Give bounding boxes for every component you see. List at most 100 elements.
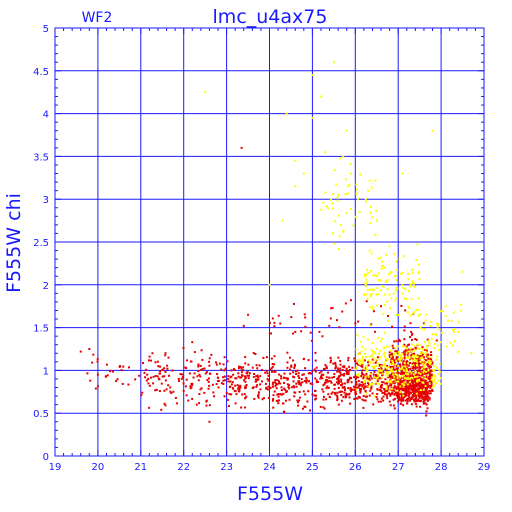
red-point <box>283 382 286 385</box>
yellow-point <box>457 350 460 353</box>
red-point <box>347 380 350 383</box>
yellow-point <box>381 337 384 340</box>
yellow-point <box>389 363 392 366</box>
red-point <box>339 371 342 374</box>
yellow-point <box>403 297 406 300</box>
red-point <box>430 358 433 361</box>
red-point <box>403 357 406 360</box>
red-point <box>318 330 321 333</box>
yellow-point <box>439 341 442 344</box>
yellow-point <box>420 357 423 360</box>
yellow-point <box>374 274 377 277</box>
red-point <box>426 395 429 398</box>
yellow-point <box>416 363 419 366</box>
yellow-point <box>360 350 363 353</box>
yellow-point <box>425 347 428 350</box>
yellow-point <box>419 360 422 363</box>
yellow-point <box>395 313 398 316</box>
red-point <box>294 370 297 373</box>
red-point <box>385 382 388 385</box>
red-point <box>344 302 347 305</box>
red-point <box>317 381 320 384</box>
red-point <box>399 392 402 395</box>
red-point <box>328 376 331 379</box>
red-point <box>414 402 417 405</box>
yellow-point <box>405 369 408 372</box>
red-point <box>174 396 177 399</box>
red-point <box>341 382 344 385</box>
red-point <box>422 384 425 387</box>
red-point <box>324 379 327 382</box>
yellow-point <box>386 300 389 303</box>
yellow-point <box>385 373 388 376</box>
red-point <box>421 353 424 356</box>
red-point <box>345 371 348 374</box>
yellow-point <box>408 290 411 293</box>
red-point <box>339 390 342 393</box>
red-point <box>416 366 419 369</box>
red-point <box>413 393 416 396</box>
red-point <box>385 369 388 372</box>
yellow-point <box>377 373 380 376</box>
red-point <box>415 382 418 385</box>
yellow-point <box>441 310 444 313</box>
red-point <box>394 376 397 379</box>
yellow-point <box>370 349 373 352</box>
red-point <box>149 359 152 362</box>
red-point <box>199 375 202 378</box>
red-point <box>273 363 276 366</box>
red-point <box>292 380 295 383</box>
red-point <box>364 399 367 402</box>
red-point <box>301 381 304 384</box>
yellow-point <box>417 263 420 266</box>
red-point <box>302 358 305 361</box>
red-point <box>371 358 374 361</box>
red-point <box>428 358 431 361</box>
yellow-point <box>355 188 358 191</box>
red-point <box>215 383 218 386</box>
yellow-point <box>375 209 378 212</box>
red-point <box>337 386 340 389</box>
red-point <box>403 329 406 332</box>
red-point <box>419 386 422 389</box>
red-point <box>296 399 299 402</box>
red-point <box>375 396 378 399</box>
red-point <box>388 400 391 403</box>
red-point <box>298 376 301 379</box>
red-point <box>428 375 431 378</box>
x-tick-label: 21 <box>134 462 147 473</box>
red-point <box>226 360 229 363</box>
yellow-point <box>430 356 433 359</box>
yellow-point <box>378 358 381 361</box>
red-point <box>304 405 307 408</box>
red-point <box>225 392 228 395</box>
yellow-point <box>409 283 412 286</box>
red-point <box>211 383 214 386</box>
red-point <box>418 399 421 402</box>
red-point <box>322 373 325 376</box>
yellow-point <box>421 362 424 365</box>
yellow-point <box>449 341 452 344</box>
red-point <box>179 373 182 376</box>
yellow-point <box>378 352 381 355</box>
yellow-point <box>431 386 434 389</box>
yellow-point <box>416 356 419 359</box>
yellow-point <box>416 379 419 382</box>
red-point <box>397 384 400 387</box>
red-point <box>426 385 429 388</box>
red-point <box>182 382 185 385</box>
yellow-point <box>320 208 323 211</box>
yellow-point <box>435 322 438 325</box>
yellow-point <box>371 350 374 353</box>
red-point <box>127 366 130 369</box>
red-point <box>266 377 269 380</box>
red-point <box>185 394 188 397</box>
red-point <box>395 388 398 391</box>
red-point-series <box>79 146 438 423</box>
red-point <box>429 369 432 372</box>
yellow-point <box>364 273 367 276</box>
red-point <box>246 374 249 377</box>
yellow-point <box>418 347 421 350</box>
red-point <box>387 386 390 389</box>
